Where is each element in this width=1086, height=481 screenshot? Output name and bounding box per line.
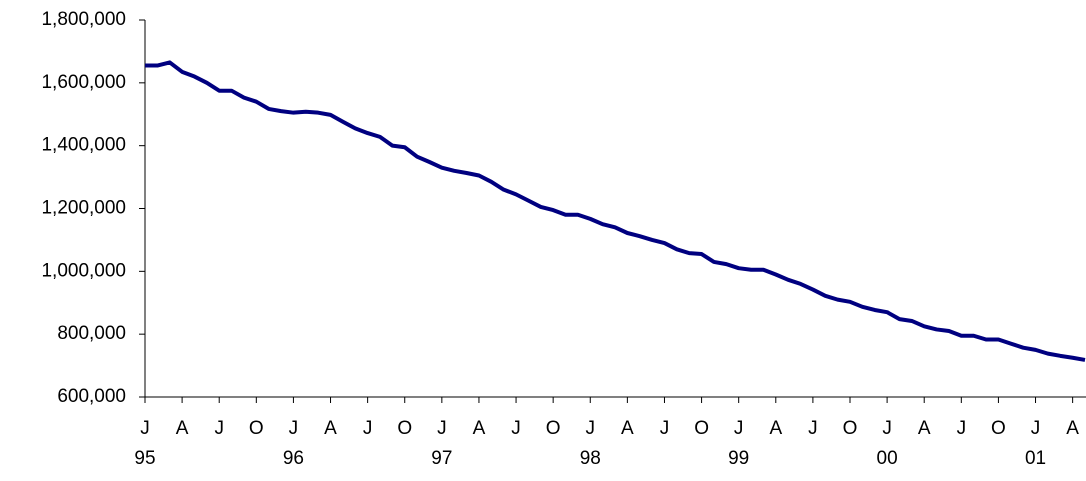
x-tick-label: J [586, 418, 596, 439]
y-tick-label: 800,000 [57, 323, 126, 344]
x-tick-label: A [1066, 418, 1079, 439]
x-tick-label: J [289, 418, 299, 439]
year-label: 99 [728, 448, 749, 469]
year-label: 01 [1025, 448, 1046, 469]
y-tick-label: 1,200,000 [41, 198, 126, 219]
data-line [145, 60, 1086, 362]
x-tick-label: J [660, 418, 670, 439]
y-tick-label: 1,800,000 [41, 9, 126, 30]
x-tick-label: A [769, 418, 782, 439]
x-tick-label: O [843, 418, 858, 439]
x-tick-label: J [140, 418, 150, 439]
x-tick-label: A [473, 418, 486, 439]
y-tick-label: 1,600,000 [41, 72, 126, 93]
year-label: 98 [580, 448, 601, 469]
x-tick-label: O [991, 418, 1006, 439]
year-label: 95 [134, 448, 155, 469]
x-tick-label: J [511, 418, 521, 439]
y-tick-label: 1,400,000 [41, 135, 126, 156]
x-tick-label: A [918, 418, 931, 439]
year-label: 96 [283, 448, 304, 469]
x-tick-label: O [546, 418, 561, 439]
x-tick-label: O [249, 418, 264, 439]
x-tick-label: J [437, 418, 447, 439]
year-label: 97 [431, 448, 452, 469]
x-tick-label: J [363, 418, 373, 439]
x-tick-label: J [882, 418, 892, 439]
x-tick-label: A [176, 418, 189, 439]
x-tick-label: J [808, 418, 818, 439]
x-tick-label: O [397, 418, 412, 439]
x-tick-label: A [324, 418, 337, 439]
y-tick-label: 600,000 [57, 386, 126, 407]
year-label: 00 [877, 448, 898, 469]
x-tick-label: O [694, 418, 709, 439]
x-tick-label: J [957, 418, 967, 439]
y-tick-label: 1,000,000 [41, 260, 126, 281]
x-tick-label: J [734, 418, 744, 439]
x-tick-label: A [621, 418, 634, 439]
x-tick-label: J [1031, 418, 1041, 439]
x-tick-label: J [214, 418, 224, 439]
